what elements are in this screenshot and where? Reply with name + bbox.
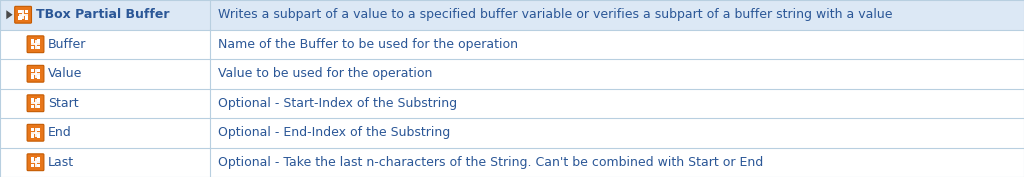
Bar: [31, 98, 34, 102]
Bar: [37, 134, 40, 138]
Text: Buffer: Buffer: [48, 38, 86, 51]
FancyBboxPatch shape: [27, 154, 44, 171]
Bar: [31, 158, 34, 161]
Bar: [0, 88, 1024, 118]
Bar: [37, 105, 40, 108]
Text: TBox Partial Buffer: TBox Partial Buffer: [36, 8, 169, 21]
Bar: [31, 164, 34, 167]
Bar: [37, 39, 40, 43]
Bar: [18, 16, 22, 19]
Text: Value to be used for the operation: Value to be used for the operation: [218, 67, 432, 80]
Bar: [37, 164, 40, 167]
Bar: [31, 39, 34, 43]
Bar: [31, 75, 34, 79]
FancyBboxPatch shape: [27, 65, 44, 82]
Bar: [0, 118, 1024, 147]
Bar: [0, 0, 1024, 30]
Bar: [31, 46, 34, 49]
Text: Last: Last: [48, 156, 74, 169]
FancyBboxPatch shape: [27, 124, 44, 141]
Bar: [31, 128, 34, 131]
Text: Optional - Take the last n-characters of the String. Can't be combined with Star: Optional - Take the last n-characters of…: [218, 156, 763, 169]
FancyBboxPatch shape: [27, 36, 44, 53]
Text: Name of the Buffer to be used for the operation: Name of the Buffer to be used for the op…: [218, 38, 518, 51]
Polygon shape: [6, 10, 12, 19]
FancyBboxPatch shape: [14, 6, 32, 23]
FancyBboxPatch shape: [27, 95, 44, 112]
Text: Optional - End-Index of the Substring: Optional - End-Index of the Substring: [218, 126, 451, 139]
Bar: [0, 147, 1024, 177]
Bar: [37, 158, 40, 161]
Text: Value: Value: [48, 67, 82, 80]
Bar: [0, 30, 1024, 59]
Bar: [0, 59, 1024, 88]
Bar: [37, 46, 40, 49]
Bar: [31, 69, 34, 72]
Bar: [25, 16, 28, 19]
Bar: [37, 69, 40, 72]
Text: Optional - Start-Index of the Substring: Optional - Start-Index of the Substring: [218, 97, 457, 110]
Bar: [37, 128, 40, 131]
Bar: [31, 105, 34, 108]
Text: Writes a subpart of a value to a specified buffer variable or verifies a subpart: Writes a subpart of a value to a specifi…: [218, 8, 893, 21]
Bar: [37, 98, 40, 102]
Bar: [37, 75, 40, 79]
Text: Start: Start: [48, 97, 79, 110]
Bar: [18, 10, 22, 13]
Bar: [31, 134, 34, 138]
Text: End: End: [48, 126, 72, 139]
Bar: [25, 10, 28, 13]
